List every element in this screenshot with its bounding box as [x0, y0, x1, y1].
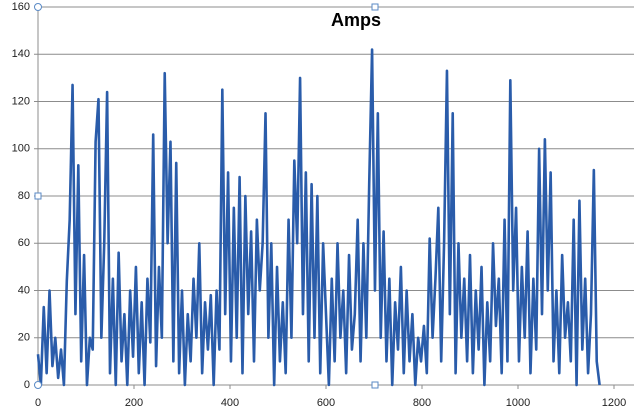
handle	[34, 192, 42, 200]
x-tick-label: 1200	[602, 397, 626, 409]
selection-handles	[34, 3, 379, 389]
handle	[34, 3, 42, 11]
handle	[371, 381, 379, 389]
x-tick-label: 200	[125, 397, 143, 409]
plot-area	[36, 48, 601, 387]
axes: 0 20 40 60 80 100 120 140 160 0 200 400 600 800 1000 12…	[12, 1, 634, 409]
data-line	[36, 48, 601, 387]
y-tick-label: 60	[18, 237, 30, 249]
y-tick-label: 80	[18, 190, 30, 202]
x-tick-label: 1000	[506, 397, 530, 409]
x-tick-label: 400	[221, 397, 239, 409]
y-tick-label: 100	[12, 143, 30, 155]
x-tick-label: 600	[317, 397, 335, 409]
y-tick-label: 20	[18, 332, 30, 344]
handle	[371, 3, 379, 11]
y-tick-label: 140	[12, 48, 30, 60]
y-tick-label: 160	[12, 1, 30, 13]
x-tick-label: 0	[35, 397, 41, 409]
handle	[34, 381, 42, 389]
chart-title: Amps	[331, 10, 381, 30]
y-tick-label: 0	[24, 379, 30, 391]
y-tick-label: 40	[18, 284, 30, 296]
y-tick-label: 120	[12, 95, 30, 107]
x-tick-label: 800	[413, 397, 431, 409]
